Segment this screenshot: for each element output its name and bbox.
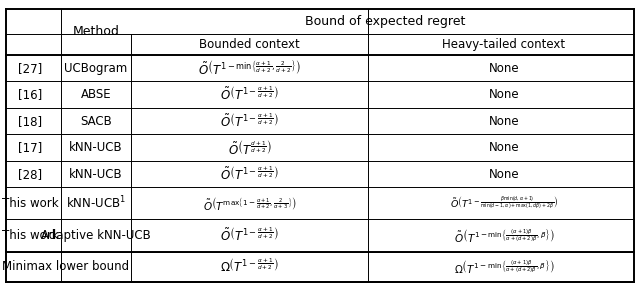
Text: This work: This work [2,197,59,210]
Text: $\tilde{O}\left(T^{1-\frac{\alpha+1}{d+2}}\right)$: $\tilde{O}\left(T^{1-\frac{\alpha+1}{d+2… [220,86,279,103]
Text: [17]: [17] [19,141,42,154]
Text: This work: This work [2,229,59,242]
Text: Minimax lower bound: Minimax lower bound [2,260,129,273]
Text: ABSE: ABSE [81,88,111,101]
Text: kNN-UCB: kNN-UCB [69,168,123,181]
Text: [28]: [28] [19,168,42,181]
Text: SACB: SACB [80,115,112,128]
Text: UCBogram: UCBogram [65,62,127,75]
Text: Adaptive kNN-UCB: Adaptive kNN-UCB [41,229,151,242]
Text: $\tilde{O}\left(T^{1-\min\left\{\frac{\alpha+1}{d+2},\frac{2}{d+2}\right\}}\righ: $\tilde{O}\left(T^{1-\min\left\{\frac{\a… [198,59,301,77]
Text: [27]: [27] [19,62,42,75]
Text: kNN-UCB$^1$: kNN-UCB$^1$ [66,195,126,212]
Text: $\Omega\left(T^{1-\min\left\{\frac{(\alpha+1)\beta}{\alpha+(d+2)\beta},\beta\rig: $\Omega\left(T^{1-\min\left\{\frac{(\alp… [454,258,554,275]
Text: $\tilde{O}\left(T^{1-\frac{\beta\min(d,\alpha+1)}{\min(d-1,\alpha)+\max(1,d\beta: $\tilde{O}\left(T^{1-\frac{\beta\min(d,\… [450,196,558,211]
Text: None: None [489,88,519,101]
Text: $\tilde{O}\left(T^{\frac{d+1}{d+2}}\right)$: $\tilde{O}\left(T^{\frac{d+1}{d+2}}\righ… [228,139,271,157]
Text: $\tilde{O}\left(T^{1-\frac{\alpha+1}{d+2}}\right)$: $\tilde{O}\left(T^{1-\frac{\alpha+1}{d+2… [220,166,279,183]
Text: $\tilde{O}\left(T^{1-\min\left\{\frac{(\alpha+1)\beta}{\alpha+(d+2)\beta},\beta\: $\tilde{O}\left(T^{1-\min\left\{\frac{(\… [454,227,554,244]
Text: $\tilde{O}\left(T^{1-\frac{\alpha+1}{d+2}}\right)$: $\tilde{O}\left(T^{1-\frac{\alpha+1}{d+2… [220,113,279,130]
Text: Heavy-tailed context: Heavy-tailed context [442,38,566,51]
Text: [16]: [16] [19,88,42,101]
Text: $\tilde{O}\left(T^{1-\frac{\alpha+1}{d+2}}\right)$: $\tilde{O}\left(T^{1-\frac{\alpha+1}{d+2… [220,227,279,244]
Text: $\Omega\left(T^{1-\frac{\alpha+1}{d+2}}\right)$: $\Omega\left(T^{1-\frac{\alpha+1}{d+2}}\… [220,258,279,275]
Text: Bound of expected regret: Bound of expected regret [305,15,466,28]
Text: Bounded context: Bounded context [199,38,300,51]
Text: None: None [489,62,519,75]
Text: None: None [489,115,519,128]
Text: kNN-UCB: kNN-UCB [69,141,123,154]
Text: None: None [489,141,519,154]
Text: [18]: [18] [19,115,42,128]
Text: $\tilde{O}\left(T^{\max\left\{1-\frac{\alpha+1}{d+2},\frac{2}{\alpha+3}\right\}}: $\tilde{O}\left(T^{\max\left\{1-\frac{\a… [203,195,296,212]
Text: Method: Method [72,25,120,38]
Text: None: None [489,168,519,181]
